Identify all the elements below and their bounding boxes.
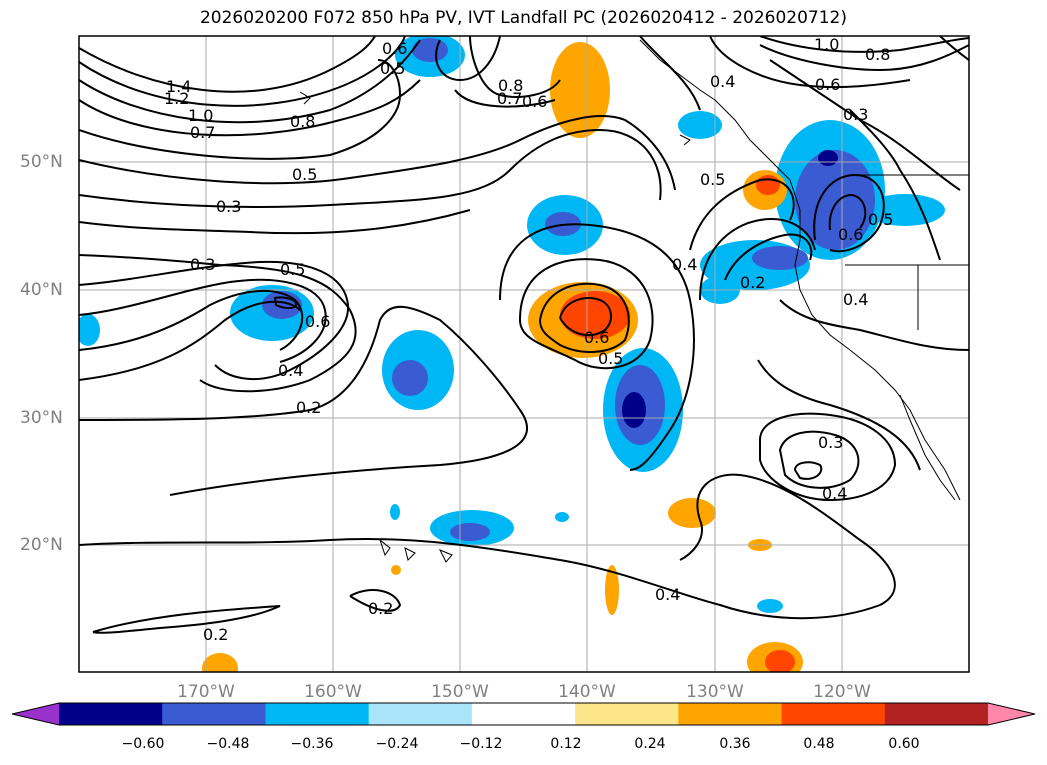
lon-label-140w: 140°W: [558, 682, 616, 702]
lon-label-170w: 170°W: [177, 682, 235, 702]
contour-label: 0.3: [216, 197, 241, 216]
contour-label: 0.6: [305, 312, 330, 331]
colorbar: [11, 702, 1036, 726]
contour-label: 0.2: [296, 398, 321, 417]
contour-label: 0.6: [382, 39, 407, 58]
lat-label-20n: 20°N: [20, 535, 63, 555]
contour-label: 0.4: [710, 72, 735, 91]
colorbar-tick-label: −0.48: [206, 736, 250, 752]
contour-label: 0.5: [380, 59, 405, 78]
colorbar-swatch: [368, 703, 473, 725]
colorbar-tick-label: 0.36: [719, 736, 751, 752]
colorbar-swatch: [471, 703, 576, 725]
colorbar-swatch: [162, 703, 267, 725]
pv-shading-positive: [202, 42, 803, 672]
colorbar-tick-label: 0.24: [634, 736, 666, 752]
map-area: 1.4 1.2 1.0 0.7 0.8 0.5 0.3 0.3 0.5 0.6 …: [79, 35, 969, 672]
pv-contours: [79, 36, 969, 634]
contour-label: 0.4: [672, 255, 697, 274]
lon-label-130w: 130°W: [686, 682, 744, 702]
contour-label: 0.5: [292, 165, 317, 184]
figure-title: 2026020200 F072 850 hPa PV, IVT Landfall…: [199, 8, 847, 28]
map-frame: [78, 35, 970, 673]
contour-label: 0.7: [497, 89, 522, 108]
colorbar-extend-min: [12, 703, 59, 725]
contour-label: 0.2: [740, 273, 765, 292]
colorbar-tick-label: −0.36: [290, 736, 334, 752]
colorbar-extend-max: [988, 703, 1035, 725]
contour-label: 0.8: [865, 45, 890, 64]
contour-label: 0.3: [818, 433, 843, 452]
colorbar-tick-label: −0.60: [121, 736, 165, 752]
contour-label: 0.5: [868, 210, 893, 229]
contour-label: 0.5: [700, 170, 725, 189]
contour-label: 0.6: [584, 328, 609, 347]
contour-label: 0.5: [598, 349, 623, 368]
contour-label: 1.0: [188, 106, 213, 125]
colorbar-tick-label: 0.60: [888, 736, 920, 752]
contour-label: 1.2: [164, 89, 189, 108]
contour-label: 0.2: [203, 625, 228, 644]
colorbar-tick-label: −0.24: [375, 736, 419, 752]
colorbar-tick-label: −0.12: [459, 736, 503, 752]
contour-label: 0.4: [843, 290, 868, 309]
contour-label: 0.6: [838, 225, 863, 244]
contour-label: 0.4: [655, 585, 680, 604]
contour-label: 0.3: [190, 255, 215, 274]
contour-label: 0.4: [822, 484, 847, 503]
colorbar-outline: [11, 702, 1036, 726]
contour-label: 0.8: [498, 76, 523, 95]
coastlines: [299, 39, 969, 563]
colorbar-tick-label: 0.48: [803, 736, 835, 752]
contour-label: 0.7: [190, 123, 215, 142]
colorbar-tick-label: 0.12: [550, 736, 582, 752]
colorbar-swatch: [575, 703, 679, 725]
lat-label-30n: 30°N: [20, 408, 63, 428]
contour-label: 0.6: [522, 92, 547, 111]
contour-label: 0.5: [280, 260, 305, 279]
lon-label-150w: 150°W: [431, 682, 489, 702]
contour-label: 0.6: [815, 75, 840, 94]
lon-label-160w: 160°W: [304, 682, 362, 702]
lat-label-40n: 40°N: [20, 280, 63, 300]
colorbar-swatch: [678, 703, 783, 725]
contour-labels: 1.4 1.2 1.0 0.7 0.8 0.5 0.3 0.3 0.5 0.6 …: [164, 35, 893, 644]
contour-label: 0.4: [278, 361, 303, 380]
colorbar-swatch: [265, 703, 370, 725]
contour-label: 0.2: [368, 599, 393, 618]
colorbar-swatch: [884, 703, 989, 725]
contour-label: 1.0: [814, 35, 839, 54]
colorbar-swatch: [781, 703, 886, 725]
lon-label-120w: 120°W: [813, 682, 871, 702]
lat-label-50n: 50°N: [20, 152, 63, 172]
contour-label: 0.3: [843, 105, 868, 124]
contour-label: 1.4: [166, 77, 191, 96]
contour-label: 0.8: [290, 112, 315, 131]
colorbar-swatch: [59, 703, 163, 725]
colorbar-swatches: [59, 703, 989, 725]
